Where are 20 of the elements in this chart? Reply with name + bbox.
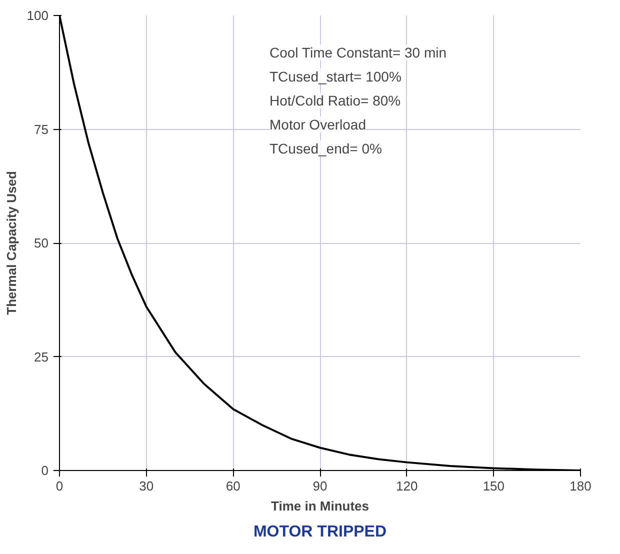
y-axis-title: Thermal Capacity Used	[4, 171, 19, 315]
x-tick-label: 150	[482, 478, 505, 494]
annotation: Motor Overload	[270, 116, 366, 132]
annotation: Cool Time Constant= 30 min	[270, 44, 447, 60]
x-tick-label: 60	[226, 478, 240, 494]
text: MOTOR TRIPPED	[253, 524, 387, 540]
y-tick-label: 100	[26, 8, 49, 23]
y-tick-label: 75	[34, 122, 49, 137]
x-tick-label: 0	[56, 478, 64, 494]
y-tick-label: 25	[34, 349, 49, 364]
y-tick-label: 0	[41, 463, 49, 478]
y-tick-label: 50	[34, 236, 49, 250]
x-axis-title: Time in Minutes	[271, 498, 369, 514]
x-tick-label: 180	[570, 478, 592, 494]
annotation: TCused_end= 0%	[270, 140, 382, 156]
annotation: Hot/Cold Ratio= 80%	[270, 92, 401, 108]
x-tick-label: 30	[139, 478, 154, 494]
x-tick-label: 90	[312, 478, 328, 494]
x-tick-label: 120	[396, 478, 418, 494]
annotation: TCused_start= 100%	[270, 68, 402, 84]
